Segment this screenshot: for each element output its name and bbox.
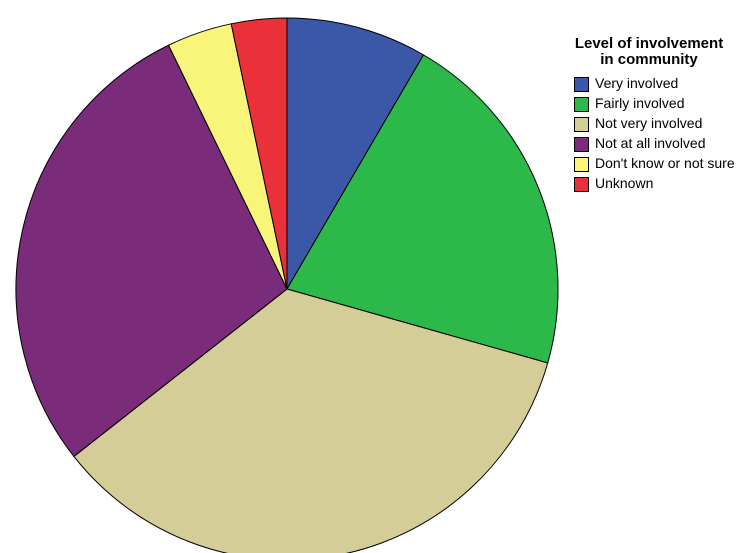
legend-item-fairly-involved: Fairly involved <box>574 96 754 112</box>
legend-label-fairly-involved: Fairly involved <box>595 95 685 111</box>
legend-item-unknown: Unknown <box>574 176 754 192</box>
pie-slice-not-very-involved <box>73 288 549 553</box>
legend-swatch-very-involved <box>574 77 589 92</box>
legend-item-not-very-involved: Not very involved <box>574 116 754 132</box>
legend-label-unknown: Unknown <box>595 175 654 191</box>
legend-title: Level of involvement in community <box>574 35 724 68</box>
legend-label-dont-know: Don't know or not sure <box>595 155 735 171</box>
legend-swatch-not-at-all-involved <box>574 137 589 152</box>
legend-label-not-at-all-involved: Not at all involved <box>595 135 706 151</box>
legend-label-not-very-involved: Not very involved <box>595 115 703 131</box>
legend: Level of involvement in community Very i… <box>574 36 754 196</box>
pie-slice-unknown <box>230 17 288 290</box>
pie-slice-not-at-all-involved <box>15 44 288 458</box>
legend-item-dont-know: Don't know or not sure <box>574 156 754 172</box>
legend-label-very-involved: Very involved <box>595 75 679 91</box>
legend-item-very-involved: Very involved <box>574 76 754 92</box>
legend-swatch-unknown <box>574 177 589 192</box>
legend-swatch-not-very-involved <box>574 117 589 132</box>
pie-slice-fairly-involved <box>286 54 559 364</box>
pie-slice-very-involved <box>286 17 425 291</box>
legend-swatch-dont-know <box>574 157 589 172</box>
legend-item-not-at-all-involved: Not at all involved <box>574 136 754 152</box>
pie-slices <box>15 17 559 553</box>
legend-swatch-fairly-involved <box>574 97 589 112</box>
